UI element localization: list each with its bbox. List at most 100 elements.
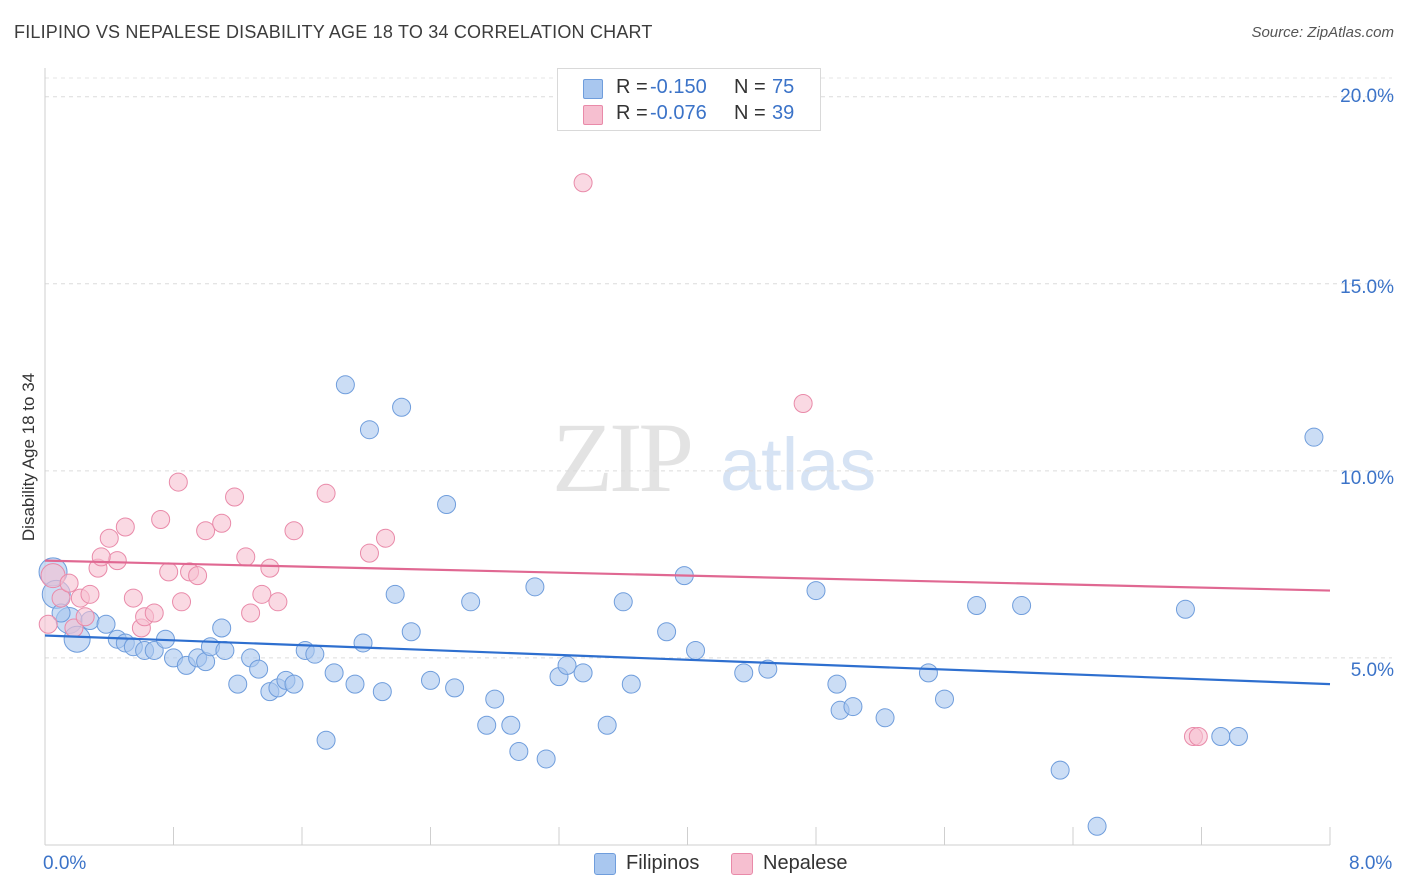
data-point-nepalese (316, 483, 336, 503)
data-point-filipinos (1175, 599, 1195, 619)
data-point-nepalese (123, 588, 143, 608)
data-point-filipinos (557, 655, 577, 675)
data-point-nepalese (159, 562, 179, 582)
y-tick-label-10: 10.0% (1340, 468, 1394, 489)
data-point-nepalese (212, 513, 232, 533)
data-point-filipinos (1304, 427, 1324, 447)
x-tick-label-min: 0.0% (43, 853, 87, 874)
series-legend-swatch (594, 853, 616, 875)
y-tick-label-5: 5.0% (1350, 660, 1394, 681)
data-point-filipinos (536, 749, 556, 769)
data-point-nepalese (236, 547, 256, 567)
watermark-atlas: atlas (720, 423, 877, 506)
data-point-nepalese (241, 603, 261, 623)
data-point-nepalese (168, 472, 188, 492)
data-point-nepalese (107, 551, 127, 571)
legend-n-value: 39 (772, 102, 795, 124)
y-tick-label-20: 20.0% (1340, 86, 1394, 107)
data-point-filipinos (335, 375, 355, 395)
data-point-nepalese (99, 528, 119, 548)
legend-swatch-nepalese (583, 105, 603, 125)
data-point-filipinos (621, 674, 641, 694)
data-point-filipinos (215, 640, 235, 660)
data-point-filipinos (324, 663, 344, 683)
data-point-filipinos (421, 670, 440, 690)
data-point-filipinos (1050, 760, 1070, 780)
legend-row-nepalese: R = -0.076 N = 39 (558, 101, 820, 127)
data-point-filipinos (284, 674, 304, 694)
source-label: Source: ZipAtlas.com (1251, 24, 1394, 41)
data-point-nepalese (376, 528, 396, 548)
data-point-filipinos (806, 581, 826, 601)
data-point-nepalese (359, 543, 379, 563)
data-point-nepalese (252, 584, 272, 604)
data-point-filipinos (249, 659, 269, 679)
x-tick-label-max: 8.0% (1349, 853, 1393, 874)
data-point-nepalese (91, 547, 111, 567)
data-point-nepalese (793, 394, 813, 414)
data-point-filipinos (437, 495, 457, 515)
data-point-nepalese (80, 584, 100, 604)
data-point-nepalese (196, 521, 216, 541)
trend-line-filipinos (44, 634, 1331, 686)
data-point-nepalese (151, 509, 171, 529)
data-point-nepalese (260, 558, 280, 578)
data-point-nepalese (38, 614, 58, 634)
data-point-filipinos (353, 633, 373, 653)
data-point-nepalese (188, 566, 208, 586)
data-point-nepalese (144, 603, 164, 623)
legend-row-filipinos: R = -0.150 N = 75 (558, 75, 820, 101)
data-point-nepalese (573, 173, 593, 193)
data-point-nepalese (59, 573, 79, 593)
data-point-filipinos (734, 663, 754, 683)
data-point-filipinos (1087, 816, 1107, 836)
data-point-filipinos (96, 614, 116, 634)
legend-r-value: -0.076 (650, 102, 707, 124)
data-point-filipinos (686, 640, 706, 660)
data-point-filipinos (477, 715, 497, 735)
chart-title: FILIPINO VS NEPALESE DISABILITY AGE 18 T… (14, 22, 653, 42)
data-point-nepalese (115, 517, 135, 537)
data-point-filipinos (461, 592, 481, 612)
data-point-filipinos (918, 663, 938, 683)
data-point-filipinos (392, 397, 412, 417)
data-point-filipinos (613, 592, 633, 612)
legend-r-label: R = (616, 76, 648, 98)
data-point-nepalese (172, 592, 192, 612)
y-axis-label: Disability Age 18 to 34 (19, 372, 38, 542)
y-tick-label-15: 15.0% (1340, 277, 1394, 298)
data-point-filipinos (1211, 726, 1231, 746)
data-point-filipinos (525, 577, 545, 597)
legend-swatch-filipinos (583, 79, 603, 99)
correlation-legend: R = -0.150 N = 75 R = -0.076 N = 39 (557, 68, 821, 131)
legend-n-label: N = (734, 76, 766, 98)
series-legend-label: Nepalese (763, 852, 848, 874)
data-point-filipinos (758, 659, 778, 679)
data-point-filipinos (372, 682, 392, 702)
data-point-filipinos (212, 618, 232, 638)
data-point-filipinos (935, 689, 954, 709)
data-point-nepalese (225, 487, 245, 507)
data-point-filipinos (597, 715, 617, 735)
data-point-filipinos (827, 674, 847, 694)
data-point-filipinos (485, 689, 505, 709)
data-point-filipinos (843, 697, 863, 717)
data-point-filipinos (875, 708, 895, 728)
legend-n-label: N = (734, 102, 766, 124)
data-point-filipinos (509, 741, 529, 761)
data-point-nepalese (268, 592, 288, 612)
data-point-nepalese (75, 607, 95, 627)
data-point-nepalese (51, 588, 71, 608)
series-legend-label: Filipinos (626, 852, 700, 874)
legend-r-value: -0.150 (650, 76, 707, 98)
data-point-filipinos (573, 663, 593, 683)
data-point-filipinos (501, 715, 521, 735)
data-point-filipinos (445, 678, 465, 698)
data-point-filipinos (316, 730, 336, 750)
data-point-filipinos (1228, 726, 1248, 746)
data-point-filipinos (1012, 596, 1032, 616)
data-point-filipinos (228, 674, 248, 694)
legend-n-value: 75 (772, 76, 795, 98)
data-point-filipinos (359, 420, 379, 440)
data-point-filipinos (967, 596, 987, 616)
